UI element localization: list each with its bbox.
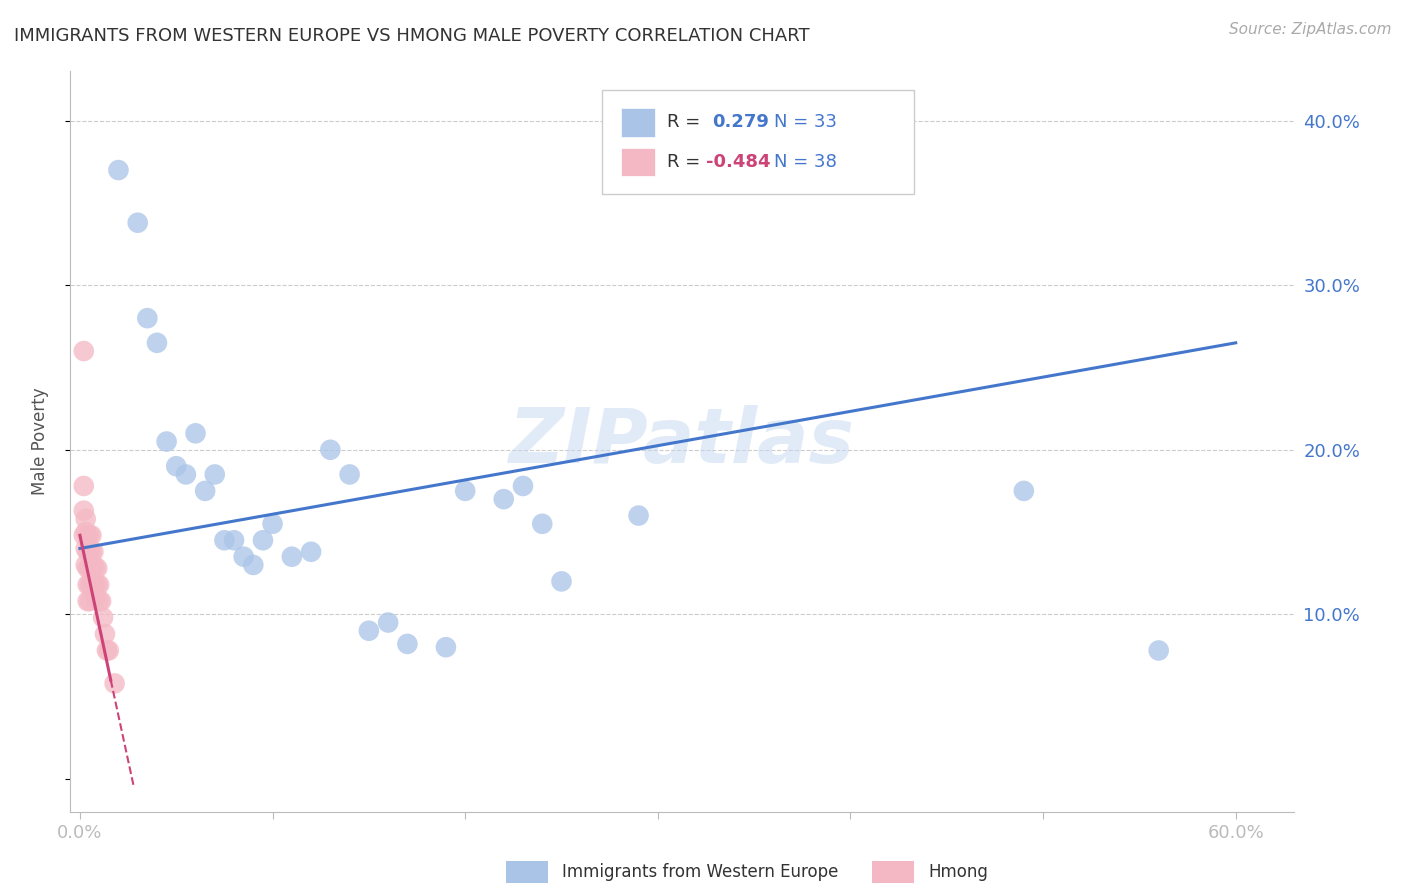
Point (377, 615, 399, 630)
FancyBboxPatch shape (602, 90, 914, 194)
Point (73, 528, 96, 542)
Point (97, 643, 120, 657)
Point (146, 335, 169, 350)
Point (454, 483, 477, 498)
Point (127, 216, 149, 230)
Text: R =: R = (668, 153, 700, 171)
Point (627, 508, 650, 523)
Point (492, 492, 515, 507)
Point (1012, 483, 1035, 498)
Text: Hmong: Hmong (928, 863, 988, 881)
Text: -0.484: -0.484 (706, 153, 770, 171)
Point (252, 533, 274, 548)
Point (79, 561, 101, 575)
Y-axis label: Male Poverty: Male Poverty (31, 388, 49, 495)
Point (86, 561, 108, 575)
Point (165, 459, 187, 474)
Point (82, 545, 104, 559)
Point (79, 545, 101, 559)
Text: R =: R = (668, 113, 700, 131)
Point (73, 479, 96, 493)
Point (396, 637, 419, 651)
Point (76, 577, 98, 591)
Point (214, 533, 236, 548)
Point (79, 577, 101, 591)
Point (86, 577, 108, 591)
Point (242, 558, 264, 572)
Point (96, 643, 118, 657)
Point (319, 442, 342, 457)
Point (107, 163, 129, 178)
Text: Source: ZipAtlas.com: Source: ZipAtlas.com (1229, 22, 1392, 37)
Text: IMMIGRANTS FROM WESTERN EUROPE VS HMONG MALE POVERTY CORRELATION CHART: IMMIGRANTS FROM WESTERN EUROPE VS HMONG … (14, 27, 810, 45)
Point (174, 467, 197, 482)
Point (1147, 643, 1170, 657)
Point (80, 561, 103, 575)
Point (75, 524, 97, 539)
Point (531, 516, 554, 531)
Point (262, 516, 284, 531)
Point (84, 577, 107, 591)
Point (76, 594, 98, 608)
Text: 0.279: 0.279 (713, 113, 769, 131)
Point (281, 549, 304, 564)
Point (76, 561, 98, 575)
Point (76, 545, 98, 559)
Point (82, 574, 104, 589)
Point (75, 541, 97, 556)
Point (82, 558, 104, 572)
Point (89, 577, 111, 591)
Point (84, 561, 107, 575)
Point (222, 533, 245, 548)
Point (299, 545, 322, 559)
Point (75, 512, 97, 526)
Point (512, 479, 534, 493)
Point (204, 467, 226, 482)
Text: Immigrants from Western Europe: Immigrants from Western Europe (562, 863, 839, 881)
Point (104, 676, 127, 690)
FancyBboxPatch shape (621, 148, 655, 177)
Point (90, 594, 112, 608)
Point (73, 503, 96, 517)
Point (73, 344, 96, 359)
Point (91, 610, 114, 624)
Text: ZIPatlas: ZIPatlas (509, 405, 855, 478)
Point (89, 594, 111, 608)
FancyBboxPatch shape (621, 109, 655, 136)
Point (232, 549, 254, 564)
Point (194, 483, 217, 498)
Point (184, 426, 207, 441)
Point (156, 434, 179, 449)
Text: N = 38: N = 38 (773, 153, 837, 171)
Point (136, 311, 159, 326)
Point (339, 467, 361, 482)
Point (80, 577, 103, 591)
Point (84, 591, 107, 605)
Point (76, 528, 98, 542)
Point (79, 528, 101, 542)
Point (434, 640, 457, 655)
Point (357, 624, 380, 638)
Text: N = 33: N = 33 (773, 113, 837, 131)
Point (80, 545, 103, 559)
Point (75, 558, 97, 572)
Point (94, 627, 117, 641)
Point (79, 594, 101, 608)
Point (550, 574, 572, 589)
Point (80, 528, 103, 542)
